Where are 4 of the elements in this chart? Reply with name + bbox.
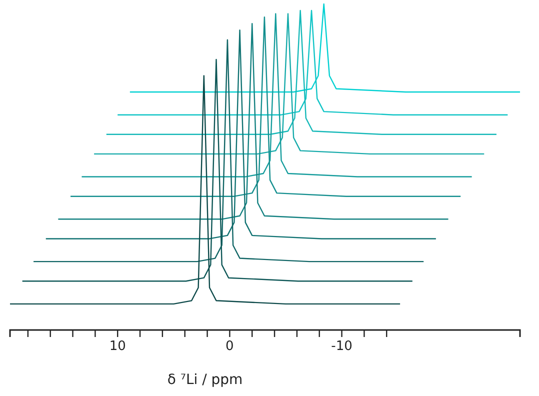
x-tick-label: -10 bbox=[331, 339, 352, 354]
x-tick-label: 0 bbox=[226, 339, 234, 354]
x-axis-title: δ ⁷Li / ppm bbox=[167, 372, 243, 388]
x-tick-label: 10 bbox=[109, 339, 126, 354]
